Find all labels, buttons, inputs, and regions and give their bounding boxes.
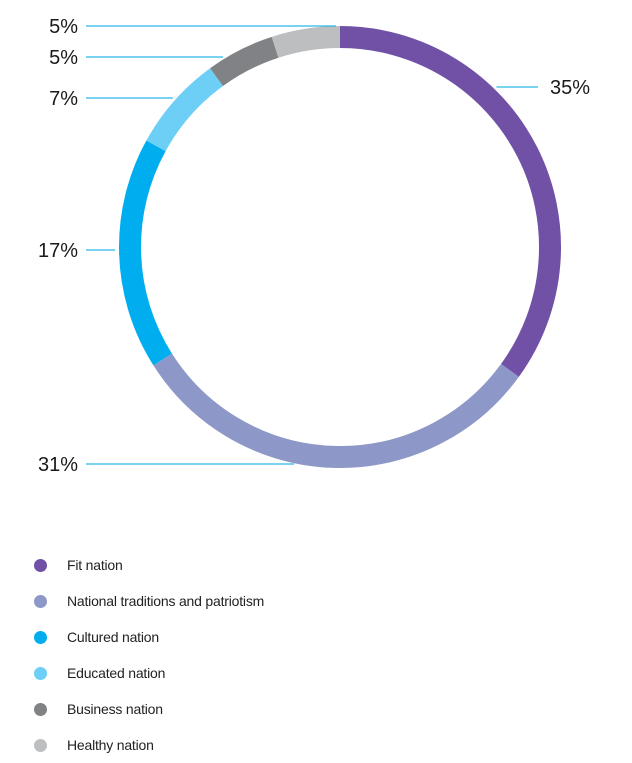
legend-label: Cultured nation [67,629,159,645]
slice-cultured-nation [119,140,173,366]
legend-item: Cultured nation [34,619,264,655]
legend-item: Fit nation [34,547,264,583]
legend-item: Educated nation [34,655,264,691]
legend-swatch-national-traditions [34,594,47,608]
data-label-business-nation: 5% [49,47,78,69]
legend-swatch-cultured-nation [34,630,47,644]
data-label-healthy-nation: 5% [49,16,78,38]
legend-label: Healthy nation [67,737,154,753]
data-label-cultured-nation: 17% [38,240,78,262]
legend-label: Business nation [67,701,163,717]
slice-national-traditions-and-patriotism [153,353,519,468]
legend-label: Fit nation [67,557,123,573]
legend-swatch-fit-nation [34,558,47,572]
legend-item: Healthy nation [34,727,264,763]
slice-educated-nation [146,68,224,152]
legend-swatch-educated-nation [34,666,47,680]
slice-healthy-nation [271,26,341,58]
donut-chart: 35% 31% 17% 7% 5% 5% [38,16,590,476]
slice-business-nation [210,36,279,87]
legend-label: National traditions and patriotism [67,593,265,609]
data-label-national-traditions-and-patriotism: 31% [38,454,78,476]
legend-swatch-healthy-nation [34,738,47,752]
slice-fit-nation [339,26,561,377]
data-label-educated-nation: 7% [49,88,78,110]
data-label-fit-nation: 35% [550,77,590,99]
legend-swatch-business-nation [34,702,47,716]
legend-label: Educated nation [67,665,166,681]
legend-item: National traditions and patriotism [34,583,264,619]
legend: Fit nation National traditions and patri… [34,547,264,763]
legend-item: Business nation [34,691,264,727]
